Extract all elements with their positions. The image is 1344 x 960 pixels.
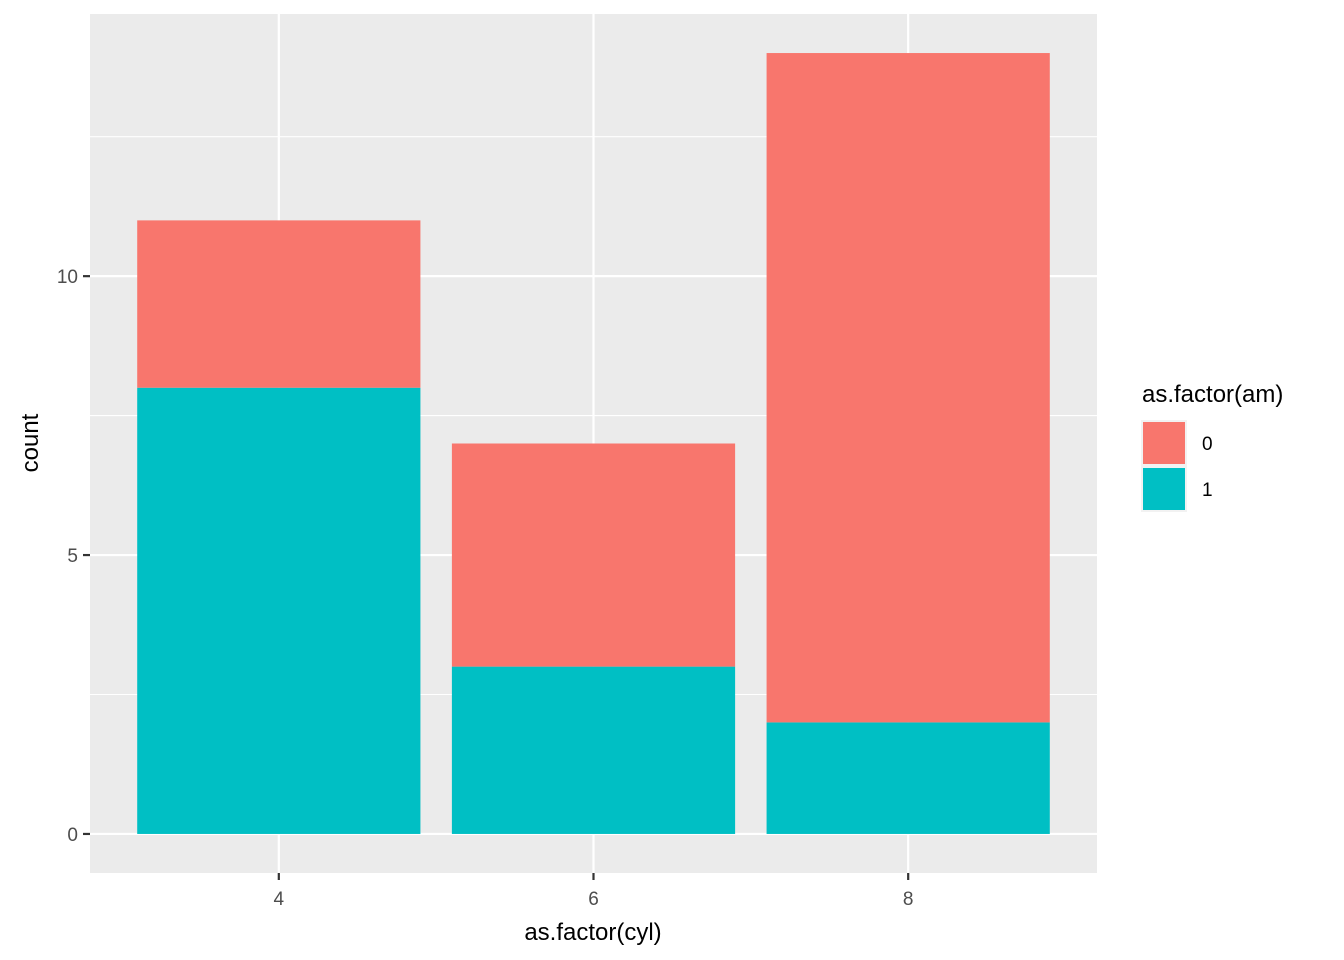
x-tick-label: 8 [903, 889, 914, 910]
x-axis-title: as.factor(cyl) [524, 919, 661, 946]
bar-cyl-8-am-1 [766, 722, 1050, 834]
legend-keys: 01 [1141, 420, 1213, 512]
y-tick-label: 10 [57, 267, 78, 288]
x-axis-ticks: 4 6 8 [274, 873, 914, 910]
legend-swatch-0 [1143, 422, 1185, 464]
y-axis-title: count [17, 413, 44, 472]
bar-cyl-6-am-0 [451, 443, 736, 667]
bar-cyl-4-am-0 [137, 220, 421, 388]
legend: as.factor(am) 01 [1141, 381, 1283, 512]
legend-label-1: 1 [1202, 480, 1213, 501]
bar-cyl-4-am-1 [137, 387, 421, 834]
legend-title: as.factor(am) [1142, 381, 1283, 408]
x-tick-label: 6 [588, 889, 599, 910]
legend-label-0: 0 [1202, 434, 1213, 455]
legend-swatch-1 [1143, 468, 1185, 510]
bar-cyl-6-am-1 [451, 666, 736, 834]
x-tick-label: 4 [274, 889, 285, 910]
y-axis-ticks: 0 5 10 [57, 267, 90, 846]
bar-cyl-8-am-0 [766, 53, 1050, 723]
y-tick-label: 0 [67, 825, 78, 846]
bars [137, 53, 1050, 834]
y-tick-label: 5 [67, 546, 78, 567]
